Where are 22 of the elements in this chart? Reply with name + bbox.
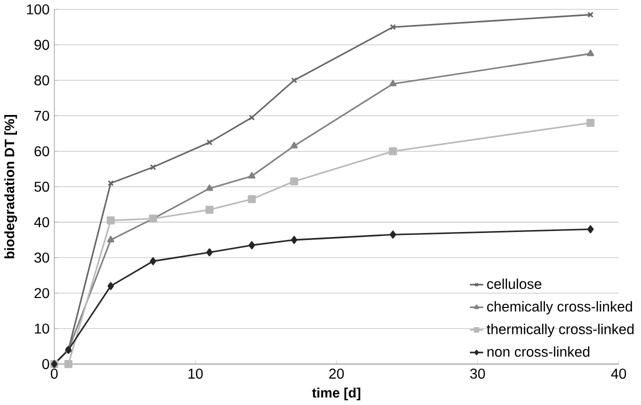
y-tick-label: 70 <box>34 110 50 122</box>
x-tick-label: 40 <box>611 368 626 379</box>
legend-label: cellulose <box>487 278 542 290</box>
legend-label: non cross-linked <box>488 346 590 358</box>
legend-label: thermically cross-linked <box>486 324 634 338</box>
y-tick-label: 80 <box>34 75 50 86</box>
x-axis-title: time [d] <box>312 388 360 400</box>
x-tick-label: 30 <box>470 368 485 379</box>
x-tick-label: 20 <box>329 368 344 379</box>
y-tick-label: 90 <box>34 40 50 50</box>
y-tick-label: 100 <box>27 4 50 15</box>
y-tick-label: 50 <box>34 182 50 192</box>
y-tick-label: 0 <box>42 359 50 370</box>
y-tick-label: 60 <box>34 146 50 156</box>
x-tick-label: 0 <box>50 368 58 379</box>
y-tick-label: 20 <box>34 288 50 298</box>
y-tick-label: 40 <box>34 217 50 228</box>
y-axis-title: biodegradation DT [%] <box>4 115 18 259</box>
y-tick-label: 30 <box>34 252 50 263</box>
y-tick-label: 10 <box>34 324 50 334</box>
x-tick-label: 10 <box>188 368 203 379</box>
legend-label: chemically cross-linked <box>487 301 632 315</box>
